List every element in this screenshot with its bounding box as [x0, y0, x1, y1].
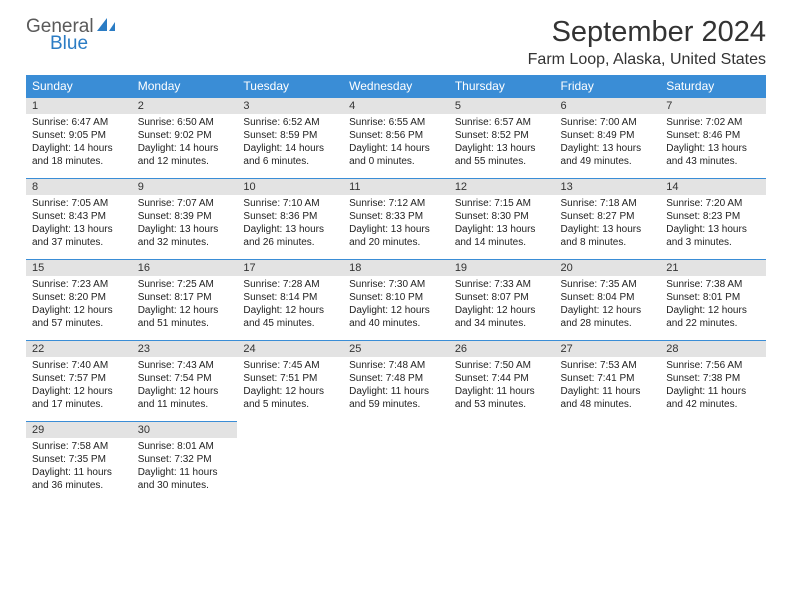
- weekday-header-row: SundayMondayTuesdayWednesdayThursdayFrid…: [26, 75, 766, 98]
- day-cell: Sunrise: 7:20 AMSunset: 8:23 PMDaylight:…: [660, 195, 766, 260]
- day-number: 16: [132, 260, 238, 277]
- weekday-header: Friday: [555, 75, 661, 98]
- day-cell: Sunrise: 6:52 AMSunset: 8:59 PMDaylight:…: [237, 114, 343, 179]
- calendar-body: 1234567Sunrise: 6:47 AMSunset: 9:05 PMDa…: [26, 98, 766, 503]
- day-cell: Sunrise: 7:25 AMSunset: 8:17 PMDaylight:…: [132, 276, 238, 341]
- day-cell: Sunrise: 6:57 AMSunset: 8:52 PMDaylight:…: [449, 114, 555, 179]
- day-number: 9: [132, 179, 238, 196]
- day-cell: Sunrise: 7:30 AMSunset: 8:10 PMDaylight:…: [343, 276, 449, 341]
- day-cell: Sunrise: 7:53 AMSunset: 7:41 PMDaylight:…: [555, 357, 661, 422]
- day-cell: [660, 438, 766, 502]
- day-cell: Sunrise: 7:40 AMSunset: 7:57 PMDaylight:…: [26, 357, 132, 422]
- day-cell: Sunrise: 6:50 AMSunset: 9:02 PMDaylight:…: [132, 114, 238, 179]
- day-number: 27: [555, 341, 661, 358]
- day-number: 5: [449, 98, 555, 115]
- location: Farm Loop, Alaska, United States: [528, 51, 766, 69]
- day-cell: Sunrise: 7:15 AMSunset: 8:30 PMDaylight:…: [449, 195, 555, 260]
- day-content-row: Sunrise: 6:47 AMSunset: 9:05 PMDaylight:…: [26, 114, 766, 179]
- day-number: 22: [26, 341, 132, 358]
- logo-sail-icon: [96, 16, 118, 32]
- day-cell: Sunrise: 7:05 AMSunset: 8:43 PMDaylight:…: [26, 195, 132, 260]
- day-content-row: Sunrise: 7:58 AMSunset: 7:35 PMDaylight:…: [26, 438, 766, 502]
- day-number: 26: [449, 341, 555, 358]
- logo-text: General Blue: [26, 16, 118, 53]
- day-number: 6: [555, 98, 661, 115]
- day-number: 15: [26, 260, 132, 277]
- day-cell: Sunrise: 7:10 AMSunset: 8:36 PMDaylight:…: [237, 195, 343, 260]
- day-cell: Sunrise: 7:35 AMSunset: 8:04 PMDaylight:…: [555, 276, 661, 341]
- day-number: 25: [343, 341, 449, 358]
- day-number: 4: [343, 98, 449, 115]
- day-cell: Sunrise: 7:58 AMSunset: 7:35 PMDaylight:…: [26, 438, 132, 502]
- day-cell: [555, 438, 661, 502]
- day-cell: Sunrise: 7:18 AMSunset: 8:27 PMDaylight:…: [555, 195, 661, 260]
- day-cell: [449, 438, 555, 502]
- day-cell: Sunrise: 7:02 AMSunset: 8:46 PMDaylight:…: [660, 114, 766, 179]
- day-cell: Sunrise: 7:23 AMSunset: 8:20 PMDaylight:…: [26, 276, 132, 341]
- weekday-header: Monday: [132, 75, 238, 98]
- day-number: 23: [132, 341, 238, 358]
- month-title: September 2024: [528, 16, 766, 49]
- day-number: 29: [26, 422, 132, 439]
- day-cell: Sunrise: 7:00 AMSunset: 8:49 PMDaylight:…: [555, 114, 661, 179]
- day-cell: Sunrise: 8:01 AMSunset: 7:32 PMDaylight:…: [132, 438, 238, 502]
- day-cell: Sunrise: 7:50 AMSunset: 7:44 PMDaylight:…: [449, 357, 555, 422]
- day-number: [237, 422, 343, 439]
- day-cell: Sunrise: 7:28 AMSunset: 8:14 PMDaylight:…: [237, 276, 343, 341]
- day-number: 7: [660, 98, 766, 115]
- calendar-table: SundayMondayTuesdayWednesdayThursdayFrid…: [26, 75, 766, 502]
- day-number: 8: [26, 179, 132, 196]
- day-number: 14: [660, 179, 766, 196]
- weekday-header: Saturday: [660, 75, 766, 98]
- day-cell: Sunrise: 7:48 AMSunset: 7:48 PMDaylight:…: [343, 357, 449, 422]
- day-cell: Sunrise: 7:56 AMSunset: 7:38 PMDaylight:…: [660, 357, 766, 422]
- day-number-row: 1234567: [26, 98, 766, 115]
- day-number: 28: [660, 341, 766, 358]
- day-content-row: Sunrise: 7:23 AMSunset: 8:20 PMDaylight:…: [26, 276, 766, 341]
- day-number: 18: [343, 260, 449, 277]
- day-number: 2: [132, 98, 238, 115]
- day-number: [449, 422, 555, 439]
- day-cell: Sunrise: 7:43 AMSunset: 7:54 PMDaylight:…: [132, 357, 238, 422]
- day-number: 1: [26, 98, 132, 115]
- logo: General Blue: [26, 16, 118, 53]
- weekday-header: Thursday: [449, 75, 555, 98]
- day-cell: Sunrise: 7:38 AMSunset: 8:01 PMDaylight:…: [660, 276, 766, 341]
- day-number: 12: [449, 179, 555, 196]
- day-number: 24: [237, 341, 343, 358]
- header: General Blue September 2024 Farm Loop, A…: [26, 16, 766, 69]
- day-number: 3: [237, 98, 343, 115]
- day-cell: Sunrise: 7:07 AMSunset: 8:39 PMDaylight:…: [132, 195, 238, 260]
- day-number-row: 22232425262728: [26, 341, 766, 358]
- day-cell: Sunrise: 7:33 AMSunset: 8:07 PMDaylight:…: [449, 276, 555, 341]
- day-number: 10: [237, 179, 343, 196]
- day-number-row: 891011121314: [26, 179, 766, 196]
- weekday-header: Wednesday: [343, 75, 449, 98]
- day-content-row: Sunrise: 7:40 AMSunset: 7:57 PMDaylight:…: [26, 357, 766, 422]
- day-number: [555, 422, 661, 439]
- day-cell: [343, 438, 449, 502]
- day-cell: Sunrise: 7:12 AMSunset: 8:33 PMDaylight:…: [343, 195, 449, 260]
- logo-word-blue: Blue: [50, 34, 118, 53]
- day-cell: Sunrise: 6:47 AMSunset: 9:05 PMDaylight:…: [26, 114, 132, 179]
- day-number-row: 2930: [26, 422, 766, 439]
- day-cell: Sunrise: 7:45 AMSunset: 7:51 PMDaylight:…: [237, 357, 343, 422]
- day-content-row: Sunrise: 7:05 AMSunset: 8:43 PMDaylight:…: [26, 195, 766, 260]
- day-number-row: 15161718192021: [26, 260, 766, 277]
- weekday-header: Sunday: [26, 75, 132, 98]
- day-number: 17: [237, 260, 343, 277]
- day-number: 19: [449, 260, 555, 277]
- day-number: 13: [555, 179, 661, 196]
- weekday-header: Tuesday: [237, 75, 343, 98]
- day-number: 20: [555, 260, 661, 277]
- day-number: [343, 422, 449, 439]
- day-number: 30: [132, 422, 238, 439]
- day-number: 11: [343, 179, 449, 196]
- day-cell: Sunrise: 6:55 AMSunset: 8:56 PMDaylight:…: [343, 114, 449, 179]
- title-block: September 2024 Farm Loop, Alaska, United…: [528, 16, 766, 69]
- day-number: [660, 422, 766, 439]
- day-number: 21: [660, 260, 766, 277]
- calendar-page: General Blue September 2024 Farm Loop, A…: [0, 0, 792, 518]
- day-cell: [237, 438, 343, 502]
